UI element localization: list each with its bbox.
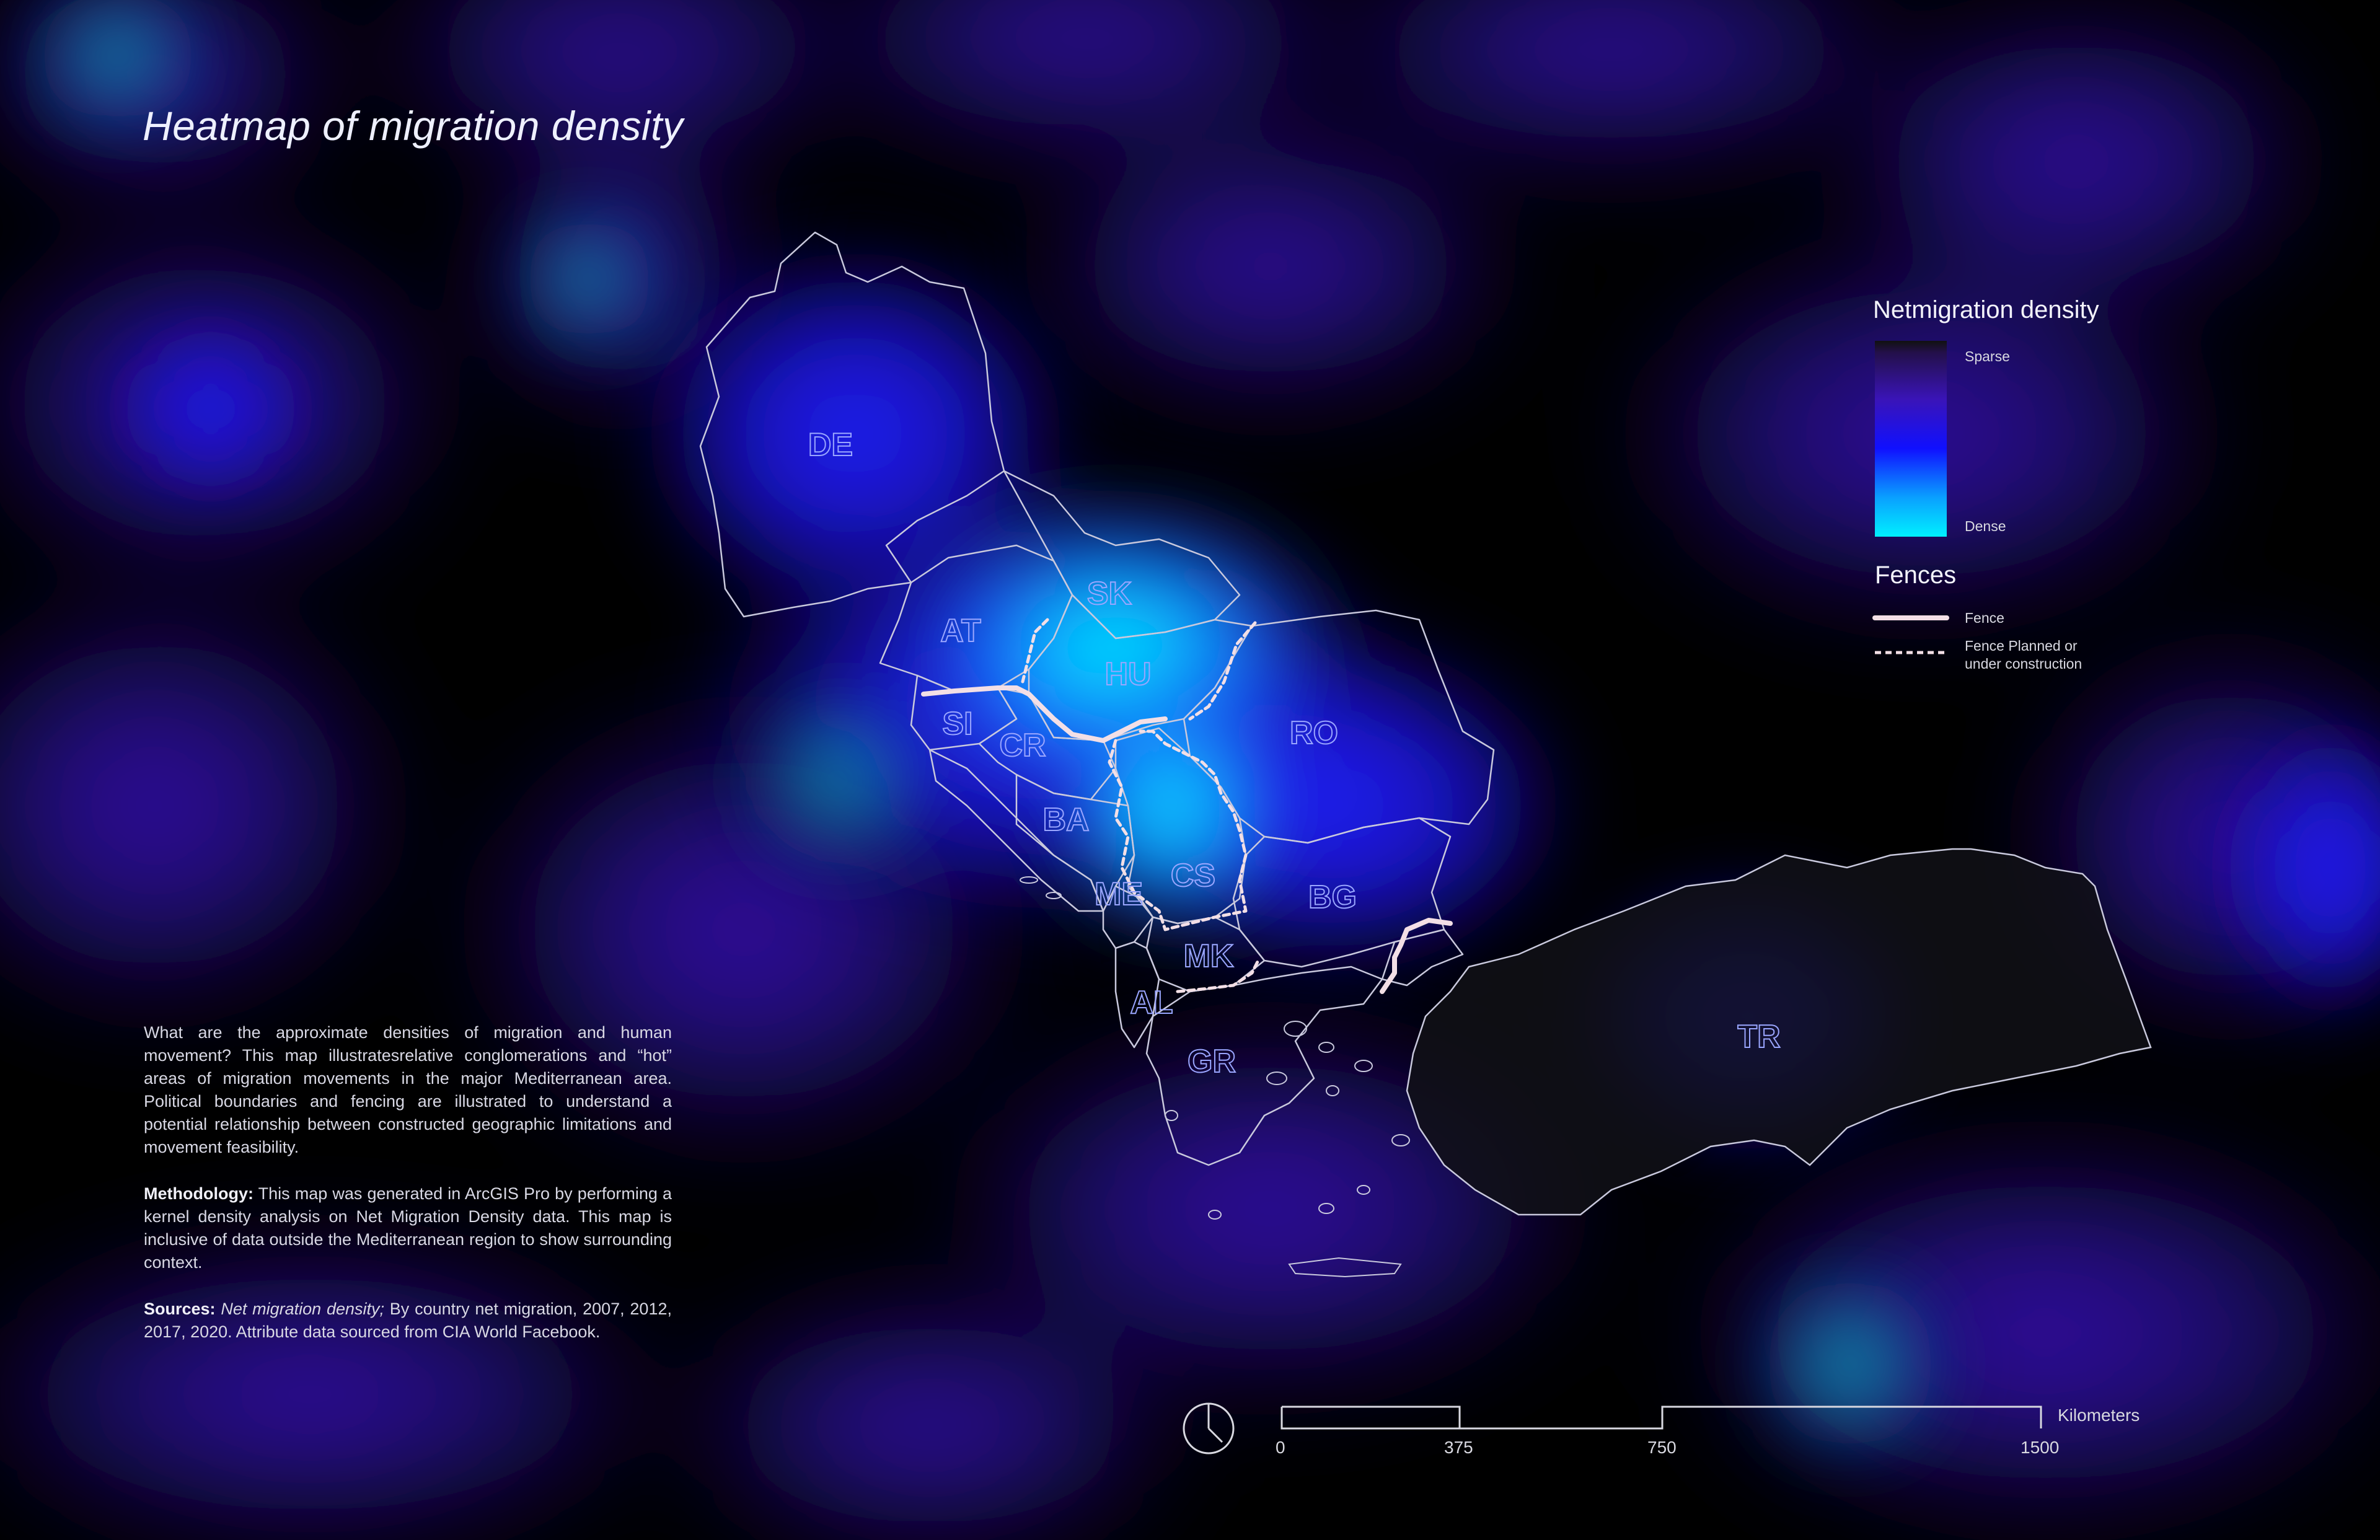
label-at: AT xyxy=(940,613,981,649)
outline-de xyxy=(699,231,1005,618)
sources-paragraph: Sources: Net migration density; By count… xyxy=(144,1298,672,1344)
legend-dense-label: Dense xyxy=(1965,518,2006,534)
outline-me xyxy=(1102,885,1154,949)
north-arrow-icon xyxy=(1183,1402,1235,1454)
scale-tick-375: 375 xyxy=(1444,1438,1473,1457)
label-si: SI xyxy=(942,706,972,742)
legend-sparse-label: Sparse xyxy=(1965,348,2010,364)
scale-tick-750: 750 xyxy=(1647,1438,1677,1457)
country-labels: DE AT SK HU RO SI CR BA CS ME BG MK AL G… xyxy=(808,426,1781,1080)
outline-tr-europe xyxy=(1381,928,1464,987)
legend-fence-label: Fence xyxy=(1965,610,2004,626)
density-color-ramp xyxy=(1875,341,1947,537)
label-cr: CR xyxy=(999,728,1046,763)
methodology-label: Methodology: xyxy=(144,1184,253,1203)
fences xyxy=(921,618,1453,994)
label-me: ME xyxy=(1095,876,1143,912)
label-gr: GR xyxy=(1188,1044,1236,1080)
scale-tick-1500: 1500 xyxy=(2021,1438,2060,1457)
scale-unit-label: Kilometers xyxy=(2058,1406,2140,1425)
methodology-text: This map was generated in ArcGIS Pro by … xyxy=(144,1184,672,1272)
legend-density-title: Netmigration density xyxy=(1873,296,2099,323)
fence-solid-si-hr-hu xyxy=(921,685,1168,743)
label-ro: RO xyxy=(1290,715,1338,751)
islands xyxy=(1020,876,1410,1278)
description-intro: What are the approximate densities of mi… xyxy=(144,1023,672,1156)
scale-tick-0: 0 xyxy=(1276,1438,1285,1457)
label-ba: BA xyxy=(1042,802,1089,838)
legend-fence-planned-line2: under construction xyxy=(1965,656,2082,672)
map-title: Heatmap of migration density xyxy=(143,103,684,149)
legend-fence-planned-label: Fence Planned or under construction xyxy=(1965,637,2082,673)
fence-solid-tr xyxy=(1380,918,1453,994)
label-tr: TR xyxy=(1737,1019,1780,1055)
sources-italic: Net migration density; xyxy=(215,1300,385,1318)
fence-planned-ro-hu xyxy=(1188,621,1257,721)
legend-graphics xyxy=(1872,341,1949,654)
fence-planned-mk-gr xyxy=(1176,959,1260,993)
description-panel: What are the approximate densities of mi… xyxy=(144,1021,672,1367)
scale-bar xyxy=(1280,1406,2042,1430)
label-hu: HU xyxy=(1104,656,1151,692)
sources-text: By country net migration, 2007, 2012, 20… xyxy=(144,1300,672,1341)
label-sk: SK xyxy=(1087,576,1132,612)
label-de: DE xyxy=(808,427,853,463)
legend-fences-title: Fences xyxy=(1875,561,1957,589)
label-al: AL xyxy=(1130,985,1173,1021)
outline-gr xyxy=(1145,966,1383,1166)
methodology-paragraph: Methodology: This map was generated in A… xyxy=(144,1182,672,1274)
label-mk: MK xyxy=(1184,938,1234,974)
legend-fence-planned-line1: Fence Planned or xyxy=(1965,638,2078,654)
label-bg: BG xyxy=(1308,879,1357,915)
fence-planned-rs xyxy=(1108,729,1248,931)
fence-planned-at-hu xyxy=(1021,618,1049,684)
sources-label: Sources: xyxy=(144,1300,216,1318)
label-cs: CS xyxy=(1171,858,1215,894)
outline-hu xyxy=(1028,594,1253,742)
outline-tr xyxy=(1406,848,2152,1216)
